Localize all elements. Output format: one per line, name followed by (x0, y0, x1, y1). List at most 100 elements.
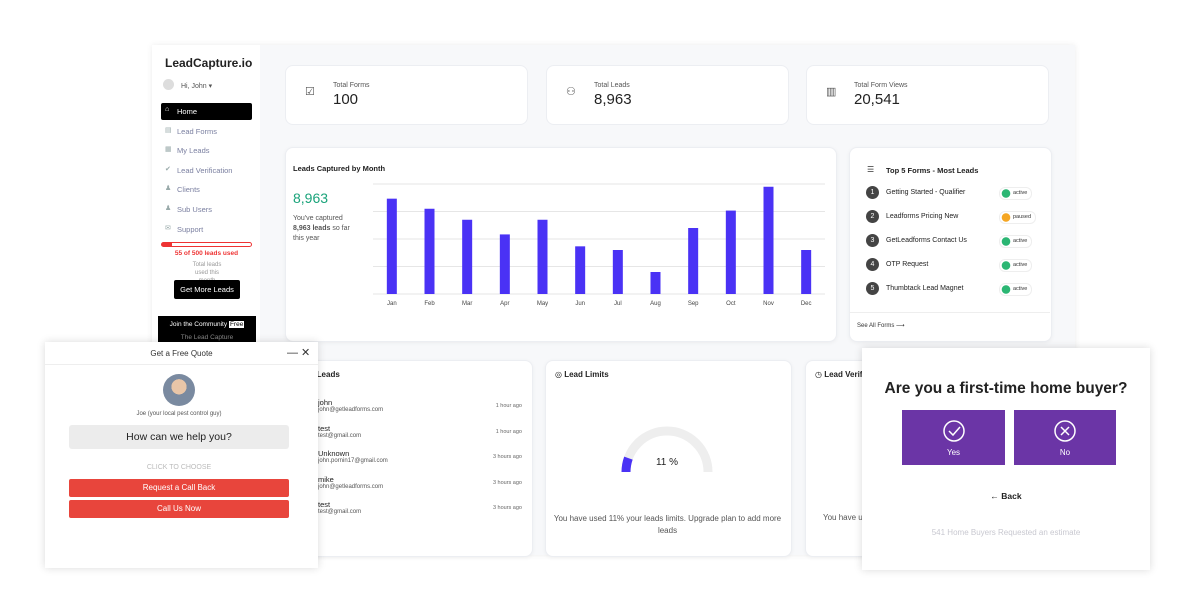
stat-icon: ▥ (826, 86, 837, 98)
bar (499, 234, 510, 294)
top-forms-title: Top 5 Forms - Most Leads (886, 166, 979, 175)
status-badge: active (999, 283, 1033, 296)
menu-item[interactable]: Lead Verification (177, 165, 233, 175)
lead-name[interactable]: Unknown (318, 449, 350, 459)
rank-badge: 3 (866, 234, 879, 247)
menu-item[interactable]: Lead Forms (177, 126, 218, 136)
rank-badge: 5 (866, 282, 879, 295)
x-tick-label: May (537, 301, 548, 307)
get-more-button[interactable]: Get More Leads (174, 280, 240, 299)
option-button[interactable]: Call Us Now (69, 500, 289, 518)
form-name[interactable]: Thumbtack Lead Magnet (886, 285, 964, 292)
menu-icon: ▦ (165, 146, 172, 154)
option-button[interactable]: Request a Call Back (69, 479, 289, 497)
x-icon (1054, 420, 1076, 442)
summary-text: so far this year (293, 225, 350, 242)
back-text: Back (1001, 491, 1022, 501)
buyer-question: Are you a first-time home buyer? (884, 380, 1128, 397)
chart-total: 8,963 (293, 190, 329, 206)
form-name[interactable]: GetLeadforms Contact Us (886, 237, 967, 244)
lead-name[interactable]: test (318, 423, 331, 433)
x-tick-label: Aug (650, 301, 661, 307)
stat-card (546, 65, 789, 125)
stat-icon: ⚇ (566, 86, 576, 98)
menu-icon: ♟ (165, 185, 172, 193)
lead-time: 1 hour ago (495, 403, 522, 409)
logo: LeadCapture.io (165, 56, 253, 70)
greeting[interactable]: Hi, John ▾ (181, 83, 213, 90)
menu-item[interactable]: Support (177, 224, 204, 234)
lead-time: 1 hour ago (495, 428, 522, 435)
lead-limits-note: You have used 11% your leads limits. Upg… (553, 514, 782, 535)
quote-widget: Get a Free Quote — ✕ Joe (your local pes… (45, 342, 318, 568)
menu-icon: ✉ (165, 224, 171, 232)
bar (763, 186, 774, 294)
stat-card (806, 65, 1049, 125)
stat-label: Total Forms (333, 82, 370, 89)
form-name[interactable]: OTP Request (886, 261, 929, 268)
bar (537, 219, 548, 294)
bar (424, 208, 435, 294)
usage-bar (161, 242, 252, 247)
community-badge: Free (228, 321, 245, 328)
gauge-track (621, 426, 713, 473)
form-name[interactable]: Leadforms Pricing New (886, 213, 959, 220)
widget-controls[interactable]: — ✕ (287, 347, 311, 359)
gauge (621, 426, 713, 473)
menu-item[interactable]: Home (161, 103, 252, 120)
bar (650, 272, 661, 294)
menu-icon: ▤ (165, 126, 172, 134)
list-icon: ☰ (867, 165, 875, 174)
option-yes[interactable]: Yes (902, 410, 1005, 465)
menu-item[interactable]: Clients (177, 185, 200, 195)
lead-email: test@gmail.com (318, 432, 362, 439)
community-text: Join the Community (169, 321, 228, 328)
option-label: Yes (946, 448, 961, 457)
x-tick-label: Jul (614, 301, 622, 307)
bar (725, 210, 736, 294)
divider (849, 312, 1050, 313)
widget-title: Get a Free Quote (150, 349, 213, 358)
x-tick-label: Apr (500, 301, 509, 307)
link-text: See All Forms (857, 323, 895, 329)
stat-value: 100 (333, 91, 359, 108)
bar (801, 250, 812, 294)
avatar (163, 79, 174, 90)
lead-email: john@getleadforms.com (318, 407, 384, 413)
lead-name[interactable]: test (318, 500, 331, 510)
usage: 55 of 500 leads used (174, 250, 239, 257)
agent-name: Joe (your local pest control guy) (136, 411, 222, 417)
choose-prompt: CLICK TO CHOOSE (146, 464, 212, 471)
menu-item[interactable]: Sub Users (177, 205, 213, 214)
title-text: Lead Verification (824, 370, 889, 379)
menu-icon: ⌂ (165, 106, 170, 113)
stat-card (285, 65, 528, 125)
chart-card (285, 147, 837, 342)
see-all-link[interactable]: See All Forms ⟶ (857, 323, 905, 329)
status-badge: active (999, 187, 1033, 200)
question-bubble: How can we help you? (69, 425, 289, 449)
bar (386, 198, 397, 294)
option-no[interactable]: No (1014, 410, 1116, 465)
x-tick-label: Jun (575, 301, 585, 307)
lead-limits-card (545, 360, 792, 557)
back-link[interactable]: ← Back (990, 491, 1022, 501)
community-sub: The Lead Capture (180, 334, 234, 341)
gauge-value (621, 456, 633, 473)
lead-time: 3 hours ago (492, 505, 522, 512)
lead-email: john.pornin17@gmail.com (318, 458, 388, 465)
stat-value: 8,963 (594, 91, 632, 108)
check-icon (942, 420, 965, 442)
title-text: Lead Limits (564, 370, 609, 379)
new-leads-title: New Leads (298, 370, 340, 379)
lead-limits-title: ◎ Lead Limits (555, 370, 609, 379)
lead-name[interactable]: mike (318, 474, 334, 484)
stat-label: Total Leads (594, 82, 630, 89)
chart-summary: You've captured 8,963 leads so far this … (293, 214, 359, 244)
menu-item[interactable]: My Leads (177, 146, 210, 156)
form-name[interactable]: Getting Started - Qualifier (886, 189, 966, 196)
greeting-text: Hi, John (181, 83, 207, 90)
lead-name[interactable]: john (318, 398, 333, 407)
